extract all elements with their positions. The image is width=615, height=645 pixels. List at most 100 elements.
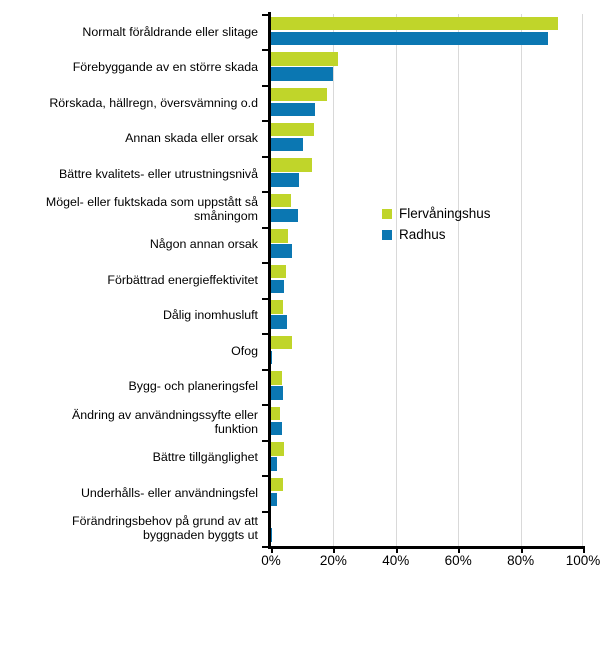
x-axis-tick bbox=[395, 546, 398, 553]
x-axis-tick bbox=[520, 546, 523, 553]
bar-radhus[interactable] bbox=[271, 350, 272, 365]
bar-radhus[interactable] bbox=[271, 137, 303, 152]
bar-flervåningshus[interactable] bbox=[271, 193, 291, 208]
gridline-20 bbox=[333, 14, 335, 546]
category-label: Någon annan orsak bbox=[149, 237, 258, 252]
category-row: Bättre tillgänglighet bbox=[0, 440, 615, 475]
x-axis-tick bbox=[271, 546, 273, 553]
y-axis-tick bbox=[262, 262, 269, 265]
bar-flervåningshus[interactable] bbox=[271, 87, 327, 102]
y-axis-tick bbox=[262, 297, 269, 300]
bar-flervåningshus[interactable] bbox=[271, 16, 559, 31]
bar-group bbox=[271, 120, 615, 155]
bar-radhus[interactable] bbox=[271, 279, 285, 294]
bar-group bbox=[271, 85, 615, 120]
gridline-40 bbox=[395, 14, 397, 546]
bar-radhus[interactable] bbox=[271, 528, 273, 542]
category-label: Förändringsbehov på grund av att byggnad… bbox=[72, 514, 258, 543]
bar-flervåningshus[interactable] bbox=[271, 335, 293, 350]
bar-group bbox=[271, 404, 615, 439]
y-axis-line bbox=[268, 12, 271, 548]
bar-group bbox=[271, 262, 615, 297]
gridline-60 bbox=[458, 14, 460, 546]
legend-item-flervaningshus[interactable]: Flervåningshus bbox=[382, 206, 491, 221]
category-label: Förebyggande av en större skada bbox=[72, 60, 258, 75]
category-label: Underhålls- eller användningsfel bbox=[80, 485, 258, 500]
x-axis-tick-label: 0% bbox=[261, 553, 281, 568]
bar-group bbox=[271, 298, 615, 333]
category-row: Förändringsbehov på grund av att byggnad… bbox=[0, 511, 615, 546]
category-row: Rörskada, hällregn, översvämning o.d bbox=[0, 85, 615, 120]
x-axis-tick-label: 100% bbox=[565, 553, 601, 568]
legend-swatch-icon bbox=[382, 229, 392, 240]
bar-radhus[interactable] bbox=[271, 492, 277, 507]
bar-flervåningshus[interactable] bbox=[271, 442, 284, 456]
category-row: Ofog bbox=[0, 333, 615, 368]
y-axis-tick bbox=[262, 49, 269, 52]
bar-radhus[interactable] bbox=[271, 31, 549, 46]
y-axis-tick bbox=[262, 84, 269, 87]
bar-radhus[interactable] bbox=[271, 315, 287, 329]
bar-flervåningshus[interactable] bbox=[271, 264, 286, 279]
legend-item-radhus[interactable]: Radhus bbox=[382, 227, 491, 242]
bar-radhus[interactable] bbox=[271, 102, 315, 117]
bar-group bbox=[271, 333, 615, 368]
bar-flervåningshus[interactable] bbox=[271, 122, 315, 137]
bar-group bbox=[271, 191, 615, 226]
legend-label: Radhus bbox=[399, 227, 446, 242]
bar-flervåningshus[interactable] bbox=[271, 371, 282, 385]
x-axis-tick-label: 60% bbox=[444, 553, 472, 568]
category-row: Underhålls- eller användningsfel bbox=[0, 475, 615, 510]
bar-flervåningshus[interactable] bbox=[271, 300, 284, 314]
y-axis-tick bbox=[262, 510, 269, 513]
bar-flervåningshus[interactable] bbox=[271, 158, 312, 172]
bar-radhus[interactable] bbox=[271, 421, 283, 436]
gridline-80 bbox=[520, 14, 522, 546]
x-axis-tick-label: 80% bbox=[507, 553, 535, 568]
x-axis-tick bbox=[458, 546, 461, 553]
category-label: Förbättrad energieffektivitet bbox=[107, 272, 258, 287]
bar-flervåningshus[interactable] bbox=[271, 477, 284, 492]
category-label: Bättre kvalitets- eller utrustningsnivå bbox=[58, 166, 258, 181]
x-axis-tick-label: 40% bbox=[382, 553, 410, 568]
y-axis-tick bbox=[262, 120, 269, 123]
bar-group bbox=[271, 156, 615, 191]
bar-radhus[interactable] bbox=[271, 67, 334, 81]
category-row: Någon annan orsak bbox=[0, 227, 615, 262]
x-axis-tick-label: 20% bbox=[319, 553, 347, 568]
plot-area bbox=[271, 14, 583, 546]
category-row: Annan skada eller orsak bbox=[0, 120, 615, 155]
category-label: Bygg- och planeringsfel bbox=[128, 379, 259, 394]
bar-radhus[interactable] bbox=[271, 208, 299, 223]
bar-radhus[interactable] bbox=[271, 173, 300, 187]
gridline-100 bbox=[582, 14, 583, 546]
bar-radhus[interactable] bbox=[271, 386, 284, 400]
category-row: Bygg- och planeringsfel bbox=[0, 369, 615, 404]
category-label: Ändring av användningssyfte eller funkti… bbox=[72, 407, 258, 436]
bar-flervåningshus[interactable] bbox=[271, 52, 339, 66]
y-axis-tick bbox=[262, 475, 269, 478]
y-axis-tick bbox=[262, 546, 269, 548]
y-axis-tick bbox=[262, 368, 269, 371]
category-label: Dålig inomhusluft bbox=[162, 308, 258, 323]
category-row: Normalt föråldrande eller slitage bbox=[0, 14, 615, 49]
legend: Flervåningshus Radhus bbox=[382, 206, 491, 248]
category-row: Förbättrad energieffektivitet bbox=[0, 262, 615, 297]
category-label: Annan skada eller orsak bbox=[125, 131, 258, 146]
bar-flervåningshus[interactable] bbox=[271, 406, 281, 421]
bar-radhus[interactable] bbox=[271, 457, 278, 471]
y-axis-tick bbox=[262, 155, 269, 158]
y-axis-tick bbox=[262, 191, 269, 194]
bar-radhus[interactable] bbox=[271, 244, 293, 258]
category-row: Förebyggande av en större skada bbox=[0, 49, 615, 84]
x-axis-line bbox=[268, 546, 583, 549]
category-row: Bättre kvalitets- eller utrustningsnivå bbox=[0, 156, 615, 191]
legend-swatch-icon bbox=[382, 208, 392, 219]
category-label: Ofog bbox=[231, 343, 258, 358]
category-row: Ändring av användningssyfte eller funkti… bbox=[0, 404, 615, 439]
bar-group bbox=[271, 14, 615, 49]
bar-flervåningshus[interactable] bbox=[271, 229, 289, 243]
y-axis-tick bbox=[262, 333, 269, 336]
category-label: Bättre tillgänglighet bbox=[152, 450, 258, 465]
